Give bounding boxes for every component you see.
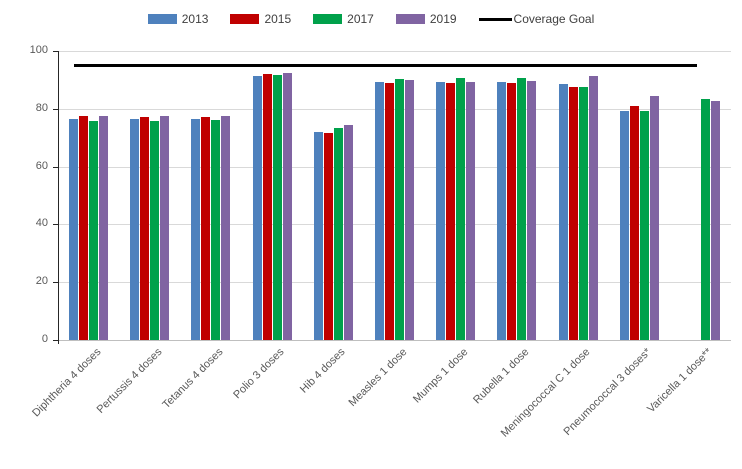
bar-2013-3 xyxy=(191,119,201,340)
legend-item-coverage-goal: Coverage Goal xyxy=(478,12,595,26)
bar-2017-3 xyxy=(211,119,221,340)
coverage-goal-line xyxy=(74,64,697,68)
legend-label: 2017 xyxy=(347,12,374,26)
legend-item-2019: 2019 xyxy=(395,12,457,26)
legend-item-2017: 2017 xyxy=(313,12,374,26)
bar-2013-6 xyxy=(375,81,384,340)
bar-2019-11 xyxy=(710,101,720,340)
y-axis-line xyxy=(58,51,59,344)
bar-2015-2 xyxy=(140,116,150,340)
x-category-label: Pneumococcal 3 doses* xyxy=(561,346,654,438)
bar-2015-7 xyxy=(446,83,456,340)
y-tick-label: 40 xyxy=(35,217,48,230)
legend-label: 2013 xyxy=(181,12,209,26)
x-axis-line xyxy=(58,340,731,341)
bar-2019-10 xyxy=(649,96,659,340)
bar-2013-7 xyxy=(436,81,446,340)
y-tick-label: 60 xyxy=(35,159,48,172)
y-tick-label: 20 xyxy=(35,275,48,288)
bar-2019-1 xyxy=(99,115,109,340)
legend-goal-line-swatch xyxy=(478,17,512,21)
bar-2015-3 xyxy=(201,117,211,340)
x-category-label: Polio 3 doses xyxy=(231,346,287,402)
legend-label: 2015 xyxy=(264,12,292,26)
bar-2019-2 xyxy=(160,115,170,340)
bar-2013-8 xyxy=(497,81,507,340)
y-tick-label: 0 xyxy=(41,333,48,345)
y-tick-label: 100 xyxy=(29,44,48,56)
bar-2019-7 xyxy=(466,81,476,340)
chart-legend: 2013 2015 2017 2019 Coverage Goal xyxy=(0,9,742,29)
bar-2017-7 xyxy=(456,78,466,340)
bar-2013-2 xyxy=(130,119,140,340)
bar-2017-5 xyxy=(333,128,343,340)
y-axis-tick xyxy=(53,108,58,110)
bar-2019-8 xyxy=(527,81,537,340)
gridline-80 xyxy=(58,108,731,110)
bar-2017-8 xyxy=(517,78,527,340)
bar-2019-3 xyxy=(221,116,231,340)
bar-2013-10 xyxy=(619,111,629,340)
gridline-40 xyxy=(58,224,731,226)
bar-2013-1 xyxy=(69,119,79,340)
bar-2017-11 xyxy=(700,98,710,340)
legend-swatch-2013 xyxy=(147,14,177,24)
x-category-label: Varicella 1 dose** xyxy=(645,346,715,416)
bar-2015-4 xyxy=(262,74,272,340)
bar-2017-1 xyxy=(89,120,99,340)
bar-2017-9 xyxy=(578,86,588,340)
bar-2019-6 xyxy=(405,79,414,340)
bar-2015-5 xyxy=(323,133,333,340)
bar-2013-9 xyxy=(558,84,568,340)
bar-2017-4 xyxy=(272,74,282,340)
y-tick-label: 80 xyxy=(35,101,48,114)
legend-swatch-2017 xyxy=(313,14,343,24)
bar-2017-10 xyxy=(639,110,649,340)
y-axis-tick xyxy=(53,224,58,226)
legend-item-2013: 2013 xyxy=(147,12,209,26)
bar-2013-5 xyxy=(313,132,323,340)
legend-item-2015: 2015 xyxy=(230,12,291,26)
bar-2017-6 xyxy=(395,78,404,340)
bar-2015-9 xyxy=(568,86,578,340)
y-axis-tick xyxy=(53,340,58,341)
x-category-label: Meningococcal C 1 dose xyxy=(498,346,593,440)
bar-2019-4 xyxy=(282,73,292,340)
legend-swatch-2019 xyxy=(395,14,425,24)
y-axis-tick xyxy=(53,282,58,284)
gridline-60 xyxy=(58,166,731,168)
x-category-label: Hib 4 doses xyxy=(298,346,348,396)
bar-2015-1 xyxy=(79,116,89,340)
gridline-20 xyxy=(58,282,731,284)
bar-2015-10 xyxy=(629,106,639,340)
x-category-label: Pertussis 4 doses xyxy=(94,346,165,416)
bar-2015-8 xyxy=(507,83,517,340)
x-category-label: Tetanus 4 doses xyxy=(160,346,226,412)
legend-swatch-2015 xyxy=(230,14,260,24)
y-axis-tick xyxy=(53,51,58,52)
legend-label: Coverage Goal xyxy=(513,12,595,26)
bar-2013-4 xyxy=(252,76,262,340)
bar-2015-6 xyxy=(385,83,394,340)
x-category-label: Measles 1 dose xyxy=(346,346,409,409)
gridline-100 xyxy=(58,51,731,52)
x-category-label: Rubella 1 dose xyxy=(470,346,532,407)
x-category-label: Mumps 1 dose xyxy=(410,346,471,406)
legend-label: 2019 xyxy=(429,12,457,26)
bar-2017-2 xyxy=(150,120,160,340)
bar-2019-9 xyxy=(588,76,598,340)
bar-2019-5 xyxy=(343,124,353,340)
y-axis-tick xyxy=(53,166,58,168)
